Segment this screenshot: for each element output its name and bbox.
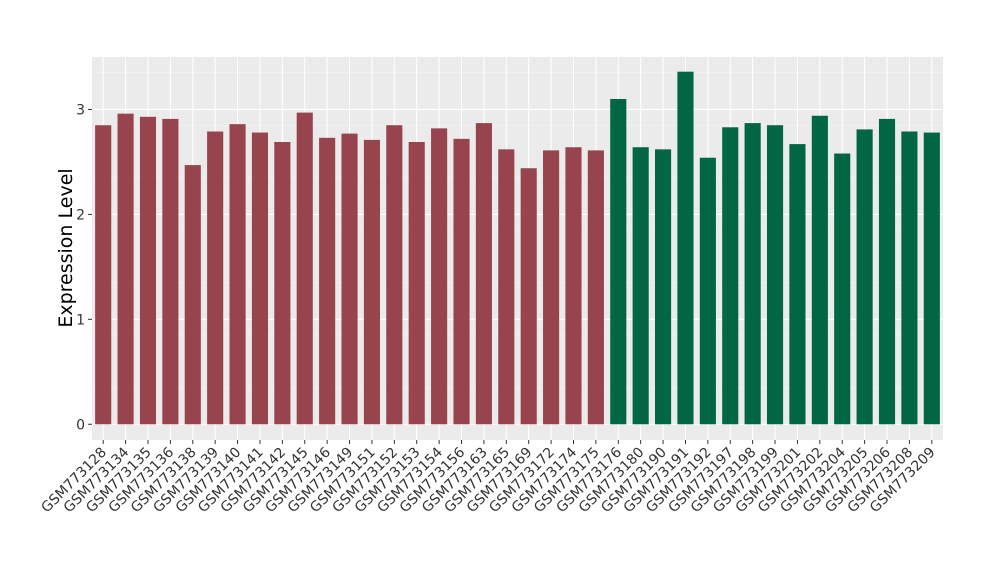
bar-GSM773154 xyxy=(431,128,448,425)
bar-GSM773140 xyxy=(229,124,246,425)
y-tick-label: 2 xyxy=(76,207,85,223)
bar-GSM773192 xyxy=(699,157,716,425)
y-axis-title: Expression Level xyxy=(55,168,77,327)
bar-GSM773191 xyxy=(677,71,694,425)
bars xyxy=(95,71,940,425)
bar-GSM773199 xyxy=(766,125,784,425)
bar-GSM773139 xyxy=(207,131,224,425)
bar-GSM773175 xyxy=(587,150,604,425)
bar-GSM773165 xyxy=(498,149,515,425)
bar-GSM773145 xyxy=(296,112,313,425)
bar-GSM773152 xyxy=(386,125,403,425)
bar-GSM773176 xyxy=(610,98,627,425)
bar-GSM773163 xyxy=(475,123,492,425)
bar-GSM773156 xyxy=(453,138,470,425)
bar-GSM773136 xyxy=(162,118,179,425)
bar-GSM773153 xyxy=(408,141,425,425)
bar-GSM773204 xyxy=(834,153,851,425)
y-tick-label: 3 xyxy=(76,102,85,118)
bar-GSM773138 xyxy=(184,165,201,425)
bar-GSM773146 xyxy=(319,137,336,425)
bar-GSM773134 xyxy=(117,113,134,425)
y-tick-label: 1 xyxy=(76,312,85,328)
y-tick-label: 0 xyxy=(76,417,85,433)
bar-GSM773198 xyxy=(744,123,761,425)
bar-GSM773149 xyxy=(341,133,358,425)
bar-GSM773206 xyxy=(878,118,896,425)
bar-GSM773174 xyxy=(565,147,582,425)
bar-GSM773197 xyxy=(722,127,739,425)
y-axis: 0 1 2 3 xyxy=(76,102,92,433)
bar-GSM773142 xyxy=(274,141,291,425)
bar-GSM773201 xyxy=(789,144,806,425)
bar-GSM773151 xyxy=(363,139,380,425)
bar-GSM773208 xyxy=(901,131,918,425)
bar-GSM773169 xyxy=(520,168,537,425)
bar-GSM773209 xyxy=(923,132,940,425)
bar-GSM773180 xyxy=(632,147,649,425)
bar-GSM773135 xyxy=(139,116,157,425)
bar-GSM773128 xyxy=(95,125,112,425)
bar-GSM773202 xyxy=(811,115,828,425)
bar-GSM773190 xyxy=(655,149,672,425)
x-axis: GSM773128GSM773134GSM773135GSM773136GSM7… xyxy=(38,440,939,516)
bar-GSM773205 xyxy=(856,129,873,425)
bar-GSM773172 xyxy=(543,150,560,425)
bar-GSM773141 xyxy=(251,132,269,425)
